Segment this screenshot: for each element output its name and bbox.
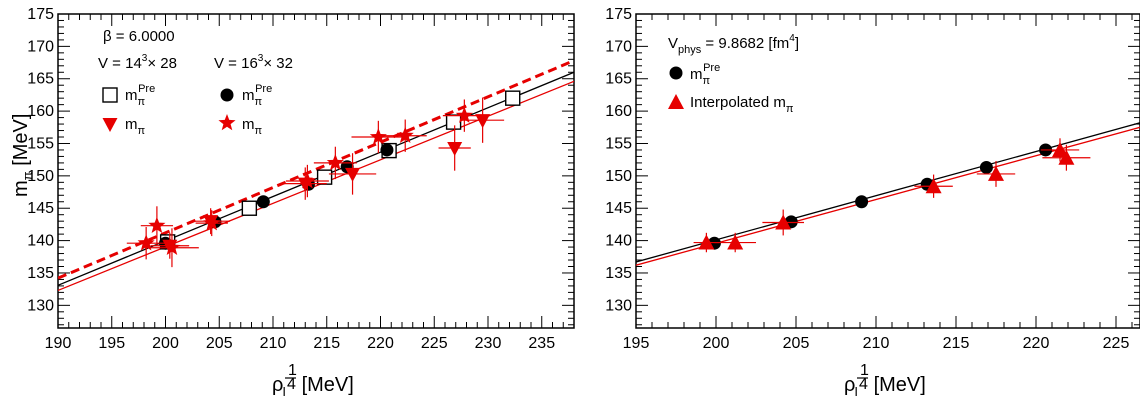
plot-frame <box>635 13 1140 329</box>
data-point-star <box>298 172 316 189</box>
data-point-circle <box>256 195 270 209</box>
x-tick-label: 205 <box>783 335 810 352</box>
y-tick-label: 145 <box>27 200 54 217</box>
data-point-circle <box>380 143 394 157</box>
y-tick-label: 175 <box>27 6 54 23</box>
y-tick-label: 155 <box>27 135 54 152</box>
data-point-open-square <box>445 114 462 130</box>
annotation-volume-14: V = 143× 28 <box>98 53 177 72</box>
y-tick-label: 130 <box>27 297 54 314</box>
data-point-down-triangle <box>345 167 361 182</box>
data-point-circle <box>855 195 869 209</box>
data-point-star <box>369 128 387 145</box>
y-tick-label: 140 <box>605 233 632 250</box>
legend-label-interpolated: Interpolated mπ <box>690 94 794 115</box>
data-point-star <box>163 238 181 255</box>
legend-label-mpi16: mπ <box>242 116 263 137</box>
data-point-up-triangle <box>727 234 744 250</box>
fit-line-red-fit <box>58 80 574 292</box>
y-axis-label: mπ [MeV] <box>10 114 35 197</box>
x-tick-label: 225 <box>1103 335 1130 352</box>
x-tick-label: 210 <box>863 335 890 352</box>
y-tick-label: 145 <box>605 200 632 217</box>
fit-line-red-dashed-fit <box>58 59 574 280</box>
legend-marker-star <box>218 114 236 131</box>
left-panel: 190 195 200 205 210 215 220 225 230 235 130 135 140 1… <box>10 6 575 398</box>
data-point-down-triangle <box>447 142 463 157</box>
legend-marker-circle <box>669 66 683 80</box>
annotation-volume-16: V = 163× 32 <box>214 53 293 72</box>
data-point-open-square <box>241 200 258 216</box>
x-tick-label: 215 <box>313 335 340 352</box>
data-point-star <box>455 106 473 123</box>
x-axis-label-exp-den: 4 <box>859 376 868 393</box>
x-tick-label: 195 <box>98 335 125 352</box>
y-tick-label: 135 <box>605 265 632 282</box>
y-tick-label: 160 <box>27 103 54 120</box>
y-tick-label: 170 <box>605 38 632 55</box>
y-tick-label: 165 <box>27 71 54 88</box>
x-tick-label: 225 <box>421 335 448 352</box>
x-tick-label: 200 <box>703 335 730 352</box>
x-tick-label: 235 <box>528 335 555 352</box>
y-tick-label: 130 <box>605 297 632 314</box>
x-axis-label-exp-den: 4 <box>287 376 296 393</box>
y-tick-label: 165 <box>605 71 632 88</box>
x-tick-label: 220 <box>367 335 394 352</box>
x-axis-label-exp-num: 1 <box>860 362 869 379</box>
data-point-star <box>396 126 414 143</box>
legend-marker-down-triangle <box>102 118 118 132</box>
x-axis-label: ρI [MeV] <box>272 374 354 398</box>
data-point-star <box>326 153 344 171</box>
data-point-up-triangle <box>1052 141 1068 157</box>
legend-label-mpre: mπPre <box>690 62 720 87</box>
data-point-up-triangle <box>925 178 942 194</box>
annotation-vphys: Vphys = 9.8682 [fm4] <box>668 33 799 56</box>
legend-label-mpi14: mπ <box>125 116 146 137</box>
data-point-up-triangle <box>775 214 792 230</box>
x-tick-label: 230 <box>475 335 502 352</box>
fit-line-black-fit <box>636 122 1140 263</box>
x-tick-label: 195 <box>623 335 650 352</box>
data-point-circle <box>979 160 993 174</box>
data-point-up-triangle <box>988 165 1004 181</box>
x-axis-label-exp-num: 1 <box>288 362 297 379</box>
y-tick-label: 150 <box>605 168 632 185</box>
legend-marker-open-square <box>102 87 118 103</box>
data-point-open-square <box>316 169 333 185</box>
y-tick-label: 135 <box>27 265 54 282</box>
data-point-open-square <box>505 90 521 106</box>
legend-label-mpre16: mπPre <box>242 83 272 108</box>
right-panel: 195 200 205 210 215 220 225 130 135 140 145 150 155 1… <box>605 6 1140 398</box>
data-point-down-triangle <box>475 114 491 129</box>
x-tick-label: 220 <box>1023 335 1050 352</box>
y-tick-label: 175 <box>605 6 632 23</box>
y-tick-label: 170 <box>27 38 54 55</box>
annotation-beta: β = 6.0000 <box>103 28 175 45</box>
y-tick-label: 140 <box>27 233 54 250</box>
x-tick-label: 205 <box>206 335 233 352</box>
data-point-up-triangle <box>698 234 715 250</box>
fit-line-black-fit <box>58 71 574 286</box>
x-tick-label: 210 <box>260 335 287 352</box>
x-axis-label: ρI [MeV] <box>844 374 926 398</box>
y-tick-label: 150 <box>27 168 54 185</box>
y-tick-label: 155 <box>605 135 632 152</box>
x-tick-label: 190 <box>45 335 72 352</box>
data-point-star <box>137 234 155 251</box>
data-point-up-triangle <box>1058 149 1075 165</box>
plot-area <box>58 59 574 292</box>
data-point-star <box>203 214 221 231</box>
data-point-star <box>148 216 166 233</box>
y-tick-label: 160 <box>605 103 632 120</box>
x-tick-label: 200 <box>152 335 179 352</box>
legend-marker-circle <box>220 88 234 102</box>
plot-area <box>636 122 1140 266</box>
legend-marker-up-triangle <box>668 94 684 109</box>
legend-label-mpre14: mπPre <box>125 83 155 108</box>
x-tick-label: 215 <box>943 335 970 352</box>
